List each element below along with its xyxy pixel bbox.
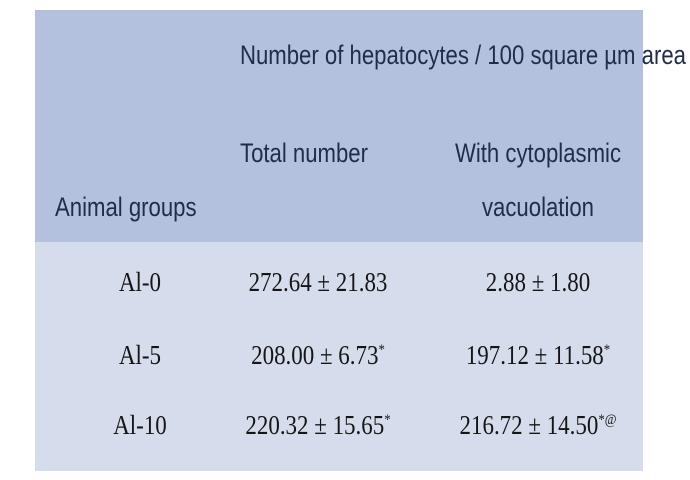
row-group-label: Al-0 [118,267,162,297]
vacuolation-value-cell: 216.72 ± 14.50*@ [459,410,617,440]
group-heading: Number of hepatocytes / 100 square µm ar… [240,40,686,70]
row-label-heading: Animal groups [55,192,197,222]
row-group-label: Al-5 [118,340,162,370]
total-value-cell: 208.00 ± 6.73* [251,340,385,370]
vacuolation-value-cell: 197.12 ± 11.58* [465,340,611,370]
data-table: Number of hepatocytes / 100 square µm ar… [35,10,686,471]
total-value-cell: 272.64 ± 21.83 [248,267,388,297]
table-body [35,242,643,471]
row-group-label: Al-10 [113,410,167,440]
vacuolation-value-cell: 2.88 ± 1.80 [485,267,591,297]
col2-heading-line1: With cytoplasmic [454,138,622,168]
total-value-cell: 220.32 ± 15.65* [245,410,391,440]
table-header [35,10,643,242]
col1-heading: Total number [240,138,368,168]
col2-heading-line2: vacuolation [481,192,595,222]
